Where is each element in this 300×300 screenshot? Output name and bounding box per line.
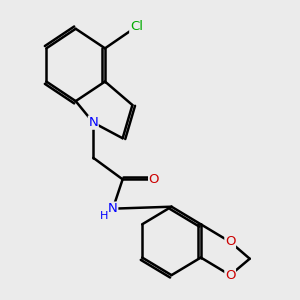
Text: N: N <box>108 202 118 215</box>
Text: O: O <box>225 268 236 282</box>
Text: N: N <box>88 116 98 129</box>
Text: O: O <box>225 236 236 248</box>
Text: Cl: Cl <box>130 20 143 33</box>
Text: O: O <box>149 173 159 186</box>
Text: H: H <box>100 212 108 221</box>
